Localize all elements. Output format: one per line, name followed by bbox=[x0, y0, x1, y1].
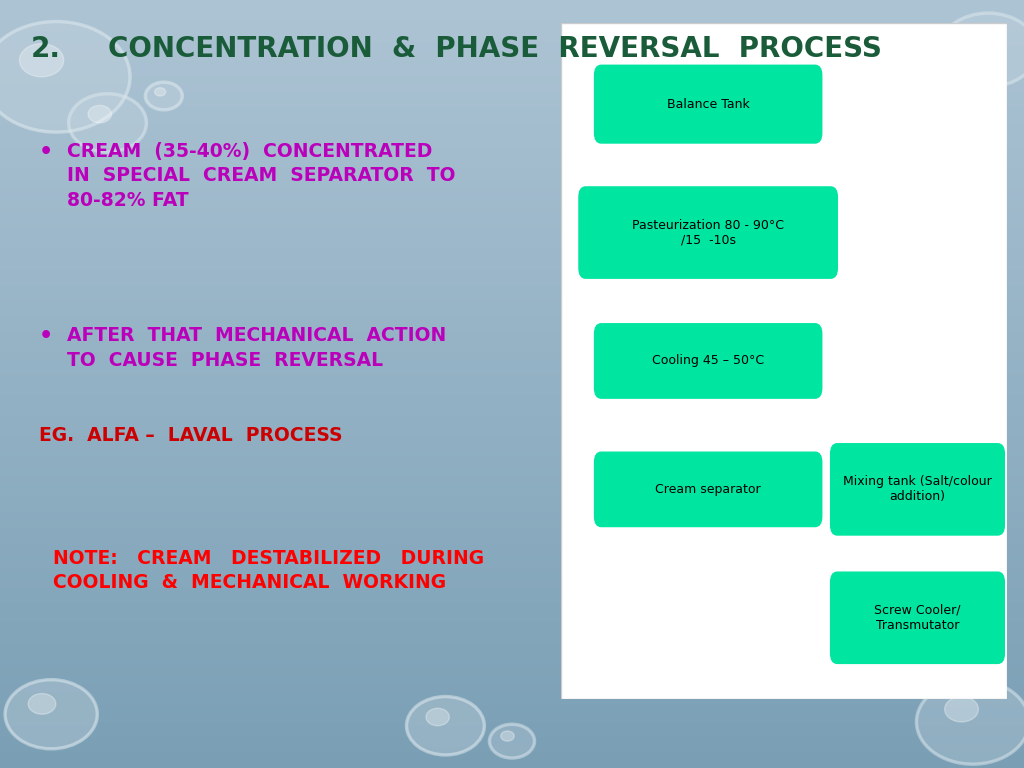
Text: •: • bbox=[39, 326, 53, 346]
Circle shape bbox=[964, 28, 993, 50]
Circle shape bbox=[155, 88, 166, 96]
Text: •: • bbox=[39, 142, 53, 162]
Text: Mixing tank (Salt/colour
addition): Mixing tank (Salt/colour addition) bbox=[843, 475, 992, 503]
FancyBboxPatch shape bbox=[830, 444, 1005, 535]
Text: CREAM  (35-40%)  CONCENTRATED
IN  SPECIAL  CREAM  SEPARATOR  TO
80-82% FAT: CREAM (35-40%) CONCENTRATED IN SPECIAL C… bbox=[67, 142, 455, 210]
Circle shape bbox=[29, 694, 55, 714]
Circle shape bbox=[69, 94, 146, 152]
Text: AFTER  THAT  MECHANICAL  ACTION
TO  CAUSE  PHASE  REVERSAL: AFTER THAT MECHANICAL ACTION TO CAUSE PH… bbox=[67, 326, 445, 369]
Circle shape bbox=[916, 680, 1024, 764]
Text: NOTE:   CREAM   DESTABILIZED   DURING
COOLING  &  MECHANICAL  WORKING: NOTE: CREAM DESTABILIZED DURING COOLING … bbox=[53, 549, 484, 592]
FancyBboxPatch shape bbox=[595, 65, 821, 143]
FancyBboxPatch shape bbox=[595, 452, 821, 527]
Text: EG.  ALFA –  LAVAL  PROCESS: EG. ALFA – LAVAL PROCESS bbox=[39, 426, 342, 445]
Text: Cooling 45 – 50°C: Cooling 45 – 50°C bbox=[652, 355, 764, 367]
Text: Cream separator: Cream separator bbox=[655, 483, 761, 496]
Text: Screw Cooler/
Transmutator: Screw Cooler/ Transmutator bbox=[874, 604, 961, 632]
Circle shape bbox=[944, 697, 978, 722]
Circle shape bbox=[489, 724, 535, 758]
FancyBboxPatch shape bbox=[561, 23, 1007, 699]
Circle shape bbox=[88, 105, 112, 123]
Circle shape bbox=[5, 680, 97, 749]
Text: Balance Tank: Balance Tank bbox=[667, 98, 750, 111]
FancyBboxPatch shape bbox=[830, 572, 1005, 664]
Circle shape bbox=[19, 44, 63, 77]
FancyBboxPatch shape bbox=[595, 324, 821, 398]
Circle shape bbox=[145, 82, 182, 110]
Text: CONCENTRATION  &  PHASE  REVERSAL  PROCESS: CONCENTRATION & PHASE REVERSAL PROCESS bbox=[108, 35, 882, 62]
FancyBboxPatch shape bbox=[579, 187, 838, 278]
Circle shape bbox=[501, 731, 514, 741]
Circle shape bbox=[407, 697, 484, 755]
Circle shape bbox=[939, 13, 1024, 87]
Circle shape bbox=[0, 22, 130, 132]
Text: Pasteurization 80 - 90°C
/15  -10s: Pasteurization 80 - 90°C /15 -10s bbox=[632, 219, 784, 247]
Text: 2.: 2. bbox=[31, 35, 60, 62]
Circle shape bbox=[426, 708, 450, 726]
